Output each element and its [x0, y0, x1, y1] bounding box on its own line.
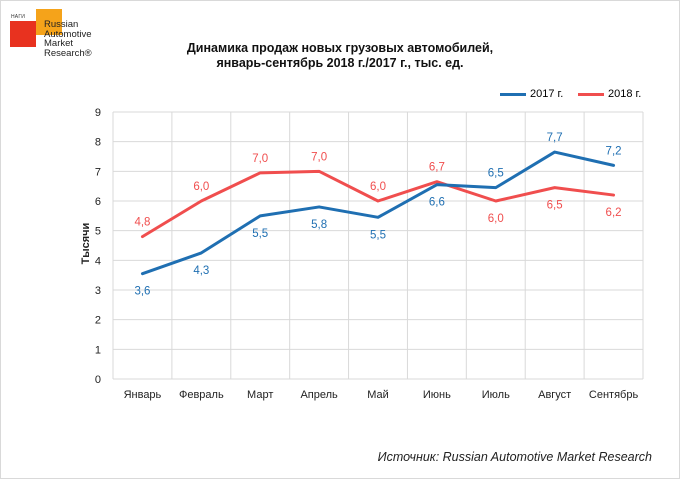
data-label-2017: 5,5	[252, 228, 268, 240]
data-label-2017: 5,5	[370, 229, 386, 241]
data-label-2017: 6,5	[488, 168, 504, 180]
data-label-2017: 3,6	[134, 286, 150, 298]
logo-line: Russian	[44, 19, 79, 30]
chart-title-line2: январь-сентябрь 2018 г./2017 г., тыс. ед…	[216, 56, 464, 70]
data-label-2018: 4,8	[134, 217, 150, 229]
source-note: Источник: Russian Automotive Market Rese…	[377, 450, 652, 464]
data-label-2018: 6,7	[429, 162, 445, 174]
x-tick-label: Август	[538, 389, 571, 401]
logo-line: Automotive	[44, 28, 92, 40]
legend-swatch-2018	[578, 92, 604, 96]
company-logo: НАГИ Russian Automotive Market Research®	[8, 8, 108, 68]
legend-item-2017: 2017 г.	[500, 88, 563, 100]
y-tick-label: 3	[95, 285, 101, 297]
logo-orange-square	[36, 9, 62, 35]
series-line-2017	[140, 150, 616, 276]
data-label-2017: 7,7	[547, 132, 563, 144]
legend-label-2018: 2018 г.	[608, 88, 642, 100]
x-tick-label: Июнь	[423, 389, 451, 401]
y-tick-label: 1	[95, 344, 101, 356]
series-line-2018	[140, 169, 616, 239]
logo-line: Market	[44, 38, 74, 49]
y-tick-label: 6	[95, 196, 101, 208]
data-label-2017: 4,3	[193, 265, 209, 277]
y-tick-label: 2	[95, 315, 101, 327]
y-axis-title: Тысячи	[80, 223, 92, 265]
y-tick-label: 0	[95, 374, 101, 386]
y-tick-label: 4	[95, 255, 101, 267]
logo-brand-text: Russian Automotive Market Research®	[44, 20, 92, 58]
y-tick-label: 9	[95, 107, 101, 119]
legend-swatch-2017	[500, 92, 526, 96]
logo-small-text: НАГИ	[11, 14, 26, 20]
data-label-2018: 6,5	[547, 200, 563, 212]
data-label-2018: 7,0	[311, 151, 327, 163]
data-label-2017: 6,6	[429, 197, 445, 209]
data-label-2017: 5,8	[311, 219, 327, 231]
y-tick-label: 8	[95, 137, 101, 149]
data-label-2018: 6,2	[606, 207, 622, 219]
chart-title-line1: Динамика продаж новых грузовых автомобил…	[186, 41, 494, 55]
data-label-2018: 6,0	[488, 213, 504, 225]
x-tick-label: Сентябрь	[589, 389, 639, 401]
logo-red-square	[10, 21, 36, 47]
x-tick-label: Июль	[482, 389, 510, 401]
chart-title: Динамика продаж новых грузовых автомобил…	[0, 41, 680, 71]
legend-item-2018: 2018 г.	[578, 88, 641, 100]
data-label-2018: 6,0	[370, 181, 386, 193]
x-tick-label: Февраль	[179, 389, 224, 401]
x-tick-label: Январь	[124, 389, 162, 401]
x-tick-label: Май	[367, 389, 389, 401]
x-tick-label: Апрель	[300, 389, 338, 401]
data-label-2018: 7,0	[252, 153, 268, 165]
y-tick-label: 7	[95, 166, 101, 178]
data-label-2017: 7,2	[606, 145, 622, 157]
legend-label-2017: 2017 г.	[530, 88, 564, 100]
x-tick-label: Март	[247, 389, 273, 401]
y-tick-label: 5	[95, 226, 101, 238]
logo-line: Research®	[44, 47, 92, 59]
data-label-2018: 6,0	[193, 181, 209, 193]
